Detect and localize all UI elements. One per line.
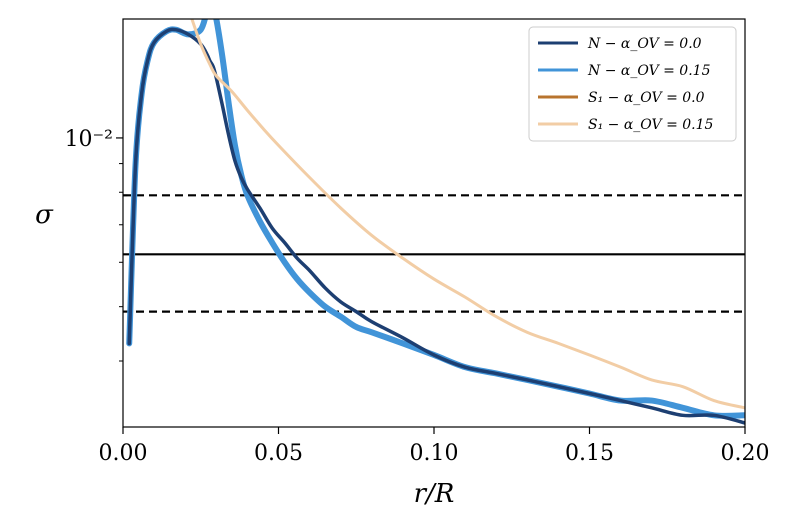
- series-n-alpha-0-0-legend-label: N − α_OV = 0.0: [587, 36, 702, 52]
- series-n-alpha-0-15-legend-label: N − α_OV = 0.15: [587, 63, 711, 79]
- series-lines: [126, 19, 745, 425]
- x-tick-label: 0.00: [99, 441, 148, 466]
- y-tick-label: 10⁻²: [65, 127, 113, 152]
- legend: N − α_OV = 0.0 N − α_OV = 0.15 S₁ − α_OV =…: [528, 26, 737, 142]
- x-axis-label: r/R: [414, 479, 455, 509]
- series-s1-alpha-0-15-line: [190, 19, 745, 410]
- series-s1-alpha-0-15-legend-label: S₁ − α_OV = 0.15: [588, 117, 714, 133]
- x-tick-label: 0.05: [254, 441, 303, 466]
- x-tick-label: 0.15: [565, 441, 614, 466]
- series-n-alpha-0-0-line: [127, 27, 745, 425]
- y-axis-label: σ: [35, 200, 54, 230]
- x-tick-label: 0.10: [410, 441, 459, 466]
- legend-box: [528, 26, 737, 142]
- reference-lines: [123, 194, 745, 313]
- series-s1-alpha-0-0-legend-label: S₁ − α_OV = 0.0: [588, 90, 705, 106]
- x-tick-label: 0.20: [721, 441, 770, 466]
- y-axis-ticks: 10⁻²: [65, 127, 123, 362]
- x-axis-ticks: 0.00 0.05 0.10 0.15 0.20: [99, 427, 770, 466]
